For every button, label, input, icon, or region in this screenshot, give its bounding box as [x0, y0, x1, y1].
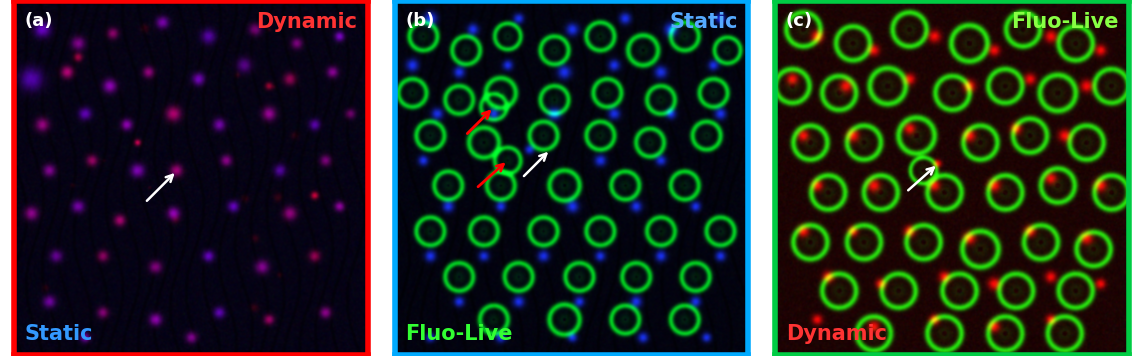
Text: Static: Static	[25, 324, 93, 344]
Text: Dynamic: Dynamic	[785, 324, 887, 344]
Text: (a): (a)	[25, 12, 53, 30]
Text: (b): (b)	[405, 12, 434, 30]
Text: Static: Static	[670, 12, 738, 32]
Text: Fluo-Live: Fluo-Live	[405, 324, 513, 344]
Text: (c): (c)	[785, 12, 813, 30]
Text: Dynamic: Dynamic	[256, 12, 358, 32]
Text: Fluo-Live: Fluo-Live	[1010, 12, 1118, 32]
